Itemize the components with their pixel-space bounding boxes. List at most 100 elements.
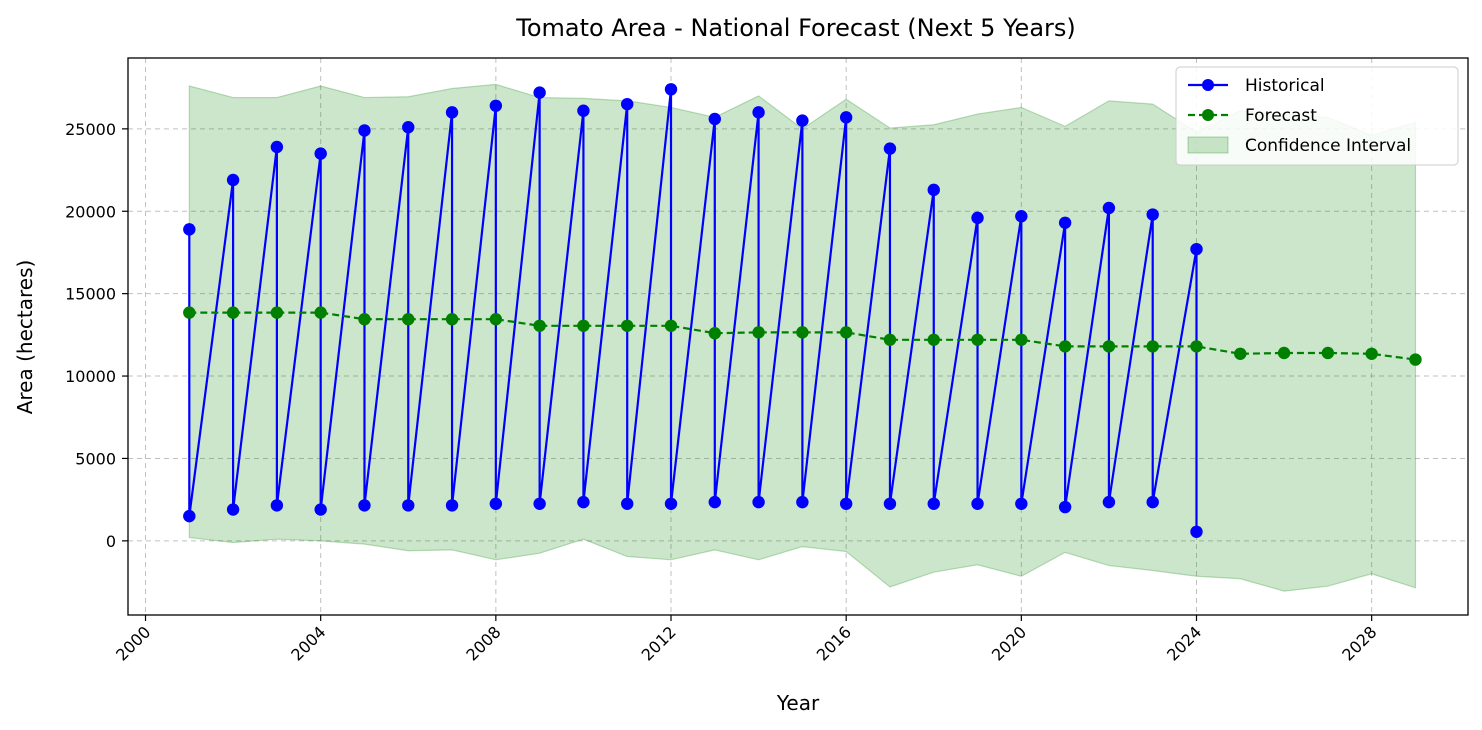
x-tick-label: 2012 [638,622,680,664]
historical-point [839,497,853,510]
historical-point [577,495,590,509]
historical-point [796,114,809,127]
forecast-point [1058,340,1072,353]
chart-title: Tomato Area - National Forecast (Next 5 … [515,14,1076,42]
forecast-point [752,326,765,339]
forecast-point [839,326,853,339]
forecast-point [708,327,721,340]
forecast-point [1409,353,1422,366]
x-tick-label: 2008 [462,622,504,664]
forecast-point [226,306,240,319]
historical-point [927,183,940,197]
historical-point [1015,497,1028,510]
historical-point [708,495,721,509]
historical-point [445,499,459,512]
y-tick-label: 10000 [65,367,116,386]
y-tick-label: 0 [106,532,116,551]
historical-point [621,497,634,510]
legend: Historical Forecast Confidence Interval [1175,66,1459,166]
historical-point [358,124,371,137]
forecast-point [621,319,634,332]
historical-point [226,503,240,516]
historical-point [708,112,721,126]
forecast-point [927,333,940,346]
forecast-point [796,326,809,339]
historical-point [270,140,284,154]
historical-point [796,495,809,509]
historical-point [183,509,196,523]
forecast-point [1102,340,1116,353]
historical-point [883,497,897,510]
historical-point [358,499,371,512]
x-tick-label: 2020 [988,622,1030,664]
historical-point [183,223,196,236]
forecast-point [270,306,284,319]
legend-ci-swatch [1187,136,1229,154]
historical-point [664,497,678,510]
x-axis-title: Year [776,691,820,715]
historical-point [664,83,678,96]
historical-point [445,106,459,119]
legend-ci-label: Confidence Interval [1245,136,1411,156]
historical-point [971,211,984,225]
historical-point [533,497,546,510]
forecast-point [577,319,590,332]
y-tick-label: 20000 [65,202,116,221]
forecast-point [1365,347,1378,361]
forecast-line [189,311,1416,361]
historical-point [533,86,546,99]
historical-point [1146,208,1159,221]
historical-point [577,104,590,117]
historical-series [183,83,1203,538]
historical-point [621,97,634,111]
historical-point [883,142,897,155]
historical-point [752,106,765,119]
historical-point [1102,201,1116,215]
forecast-series [183,306,1422,366]
historical-point [1146,495,1159,509]
historical-point [402,499,415,512]
forecast-point [1015,333,1028,346]
historical-point [226,173,240,187]
x-tick-label: 2028 [1338,622,1380,664]
legend-forecast-marker [1202,109,1214,121]
forecast-point [1321,346,1335,360]
x-tick-label: 2016 [813,622,855,664]
historical-point [489,497,503,510]
historical-point [1015,210,1028,223]
historical-point [314,503,327,516]
forecast-point [1190,340,1203,353]
legend-historical-marker [1202,79,1214,91]
forecast-point [971,333,984,346]
historical-point [314,147,327,160]
historical-point [752,495,765,509]
legend-box [1175,66,1459,166]
forecast-point [445,312,459,326]
x-tick-label: 2000 [112,622,154,664]
historical-point [927,497,940,510]
historical-point [402,121,415,134]
x-tick-label: 2024 [1163,622,1205,664]
forecast-point [314,306,327,319]
forecast-point [183,306,196,319]
forecast-point [664,319,678,332]
historical-point [839,111,853,124]
plot-frame [127,57,1469,616]
y-tick-label: 5000 [75,449,116,468]
historical-point [1058,500,1072,514]
forecast-point [1146,340,1159,353]
forecast-point [358,312,371,326]
historical-line [188,88,1198,532]
forecast-point [402,312,415,326]
x-axis-ticks: 2000 2004 2008 2012 2016 2020 2024 2028 [112,615,1380,665]
y-axis-title: Area (hectares) [13,260,37,415]
forecast-point [883,333,897,346]
historical-point [1102,495,1116,509]
x-tick-label: 2004 [287,622,329,664]
historical-point [971,497,984,510]
historical-point [1058,216,1072,229]
y-tick-label: 25000 [65,120,116,139]
forecast-point [1234,347,1247,361]
forecast-point [533,319,546,332]
